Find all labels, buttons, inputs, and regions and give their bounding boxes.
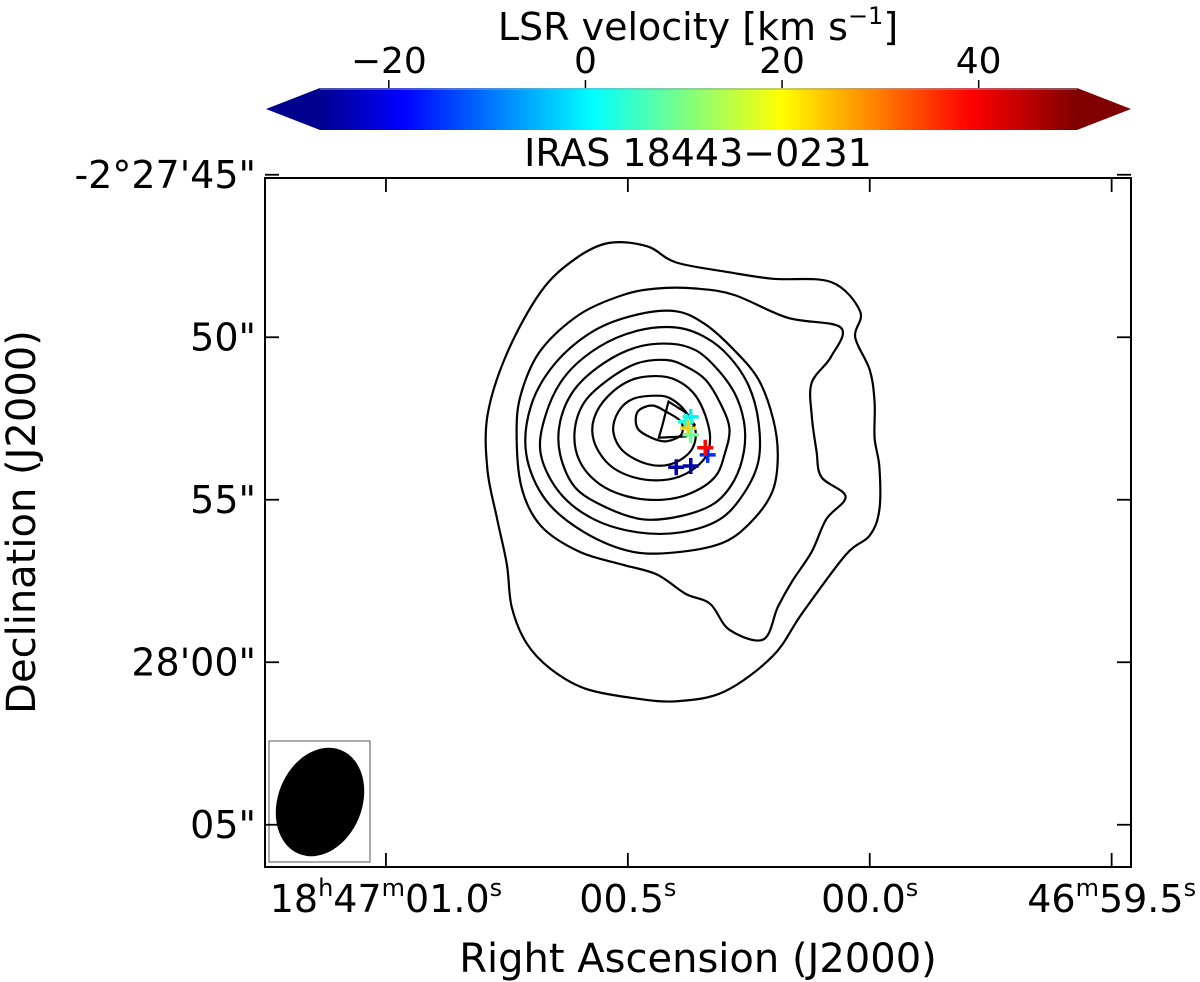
beam-ellipse xyxy=(275,747,365,857)
chart-title: IRAS 18443−0231 xyxy=(524,131,872,175)
maser-spot xyxy=(699,446,716,463)
colorbar-frame-top xyxy=(320,88,1077,90)
plot-frame xyxy=(264,177,1132,868)
contour-level-6 xyxy=(573,358,731,502)
y-tick-label: -2°27'45" xyxy=(74,153,256,197)
plot-area: 18h47m01.0s 00.5s 00.0s 46m59.5s -2°27'45" 5… xyxy=(74,153,1196,921)
x-axis-label: Right Ascension (J2000) xyxy=(459,936,937,982)
colorbar-label: LSR velocity [km s−1] xyxy=(498,2,898,49)
colorbar: LSR velocity [km s−1] −20 0 20 40 xyxy=(266,2,1131,130)
maser-spot xyxy=(682,426,699,443)
maser-spot xyxy=(668,459,685,476)
y-axis-ticks: -2°27'45" 50" 55" 28'00" 05" xyxy=(74,153,1131,847)
contour-level-2 xyxy=(515,286,847,642)
contour-group xyxy=(484,241,882,703)
contour-level-1 xyxy=(484,241,882,703)
y-tick-label: 50" xyxy=(190,315,256,359)
contour-level-7 xyxy=(591,374,712,482)
colorbar-extend-high xyxy=(1077,88,1131,130)
y-axis-label: Declination (J2000) xyxy=(0,330,45,714)
maser-spot xyxy=(697,439,714,456)
y-tick-label: 55" xyxy=(190,478,256,522)
colorbar-tick-label: 40 xyxy=(956,41,1002,82)
colorbar-gradient xyxy=(320,88,1077,130)
x-tick-label: 18h47m01.0s xyxy=(270,874,502,921)
colorbar-extend-low xyxy=(266,88,320,130)
contour-level-9 xyxy=(634,404,684,443)
colorbar-tick-label: 20 xyxy=(759,41,805,82)
colorbar-tick-label: −20 xyxy=(351,41,427,82)
x-axis-ticks: 18h47m01.0s 00.5s 00.0s 46m59.5s xyxy=(270,178,1196,921)
maser-spot xyxy=(682,457,699,474)
maser-spots xyxy=(668,408,716,476)
x-tick-label: 00.5s xyxy=(579,874,676,921)
contour-level-3 xyxy=(524,309,779,555)
y-tick-label: 05" xyxy=(190,803,256,847)
contour-level-8 xyxy=(612,394,697,467)
contour-level-5 xyxy=(557,342,747,521)
x-tick-label: 46m59.5s xyxy=(1027,874,1196,921)
x-tick-label: 00.0s xyxy=(821,874,918,921)
y-tick-label: 28'00" xyxy=(131,640,256,684)
colorbar-tick-label: 0 xyxy=(574,41,597,82)
colorbar-ticks: −20 0 20 40 xyxy=(351,41,1002,88)
beam-inset xyxy=(268,740,371,863)
contour-level-4 xyxy=(538,325,762,535)
